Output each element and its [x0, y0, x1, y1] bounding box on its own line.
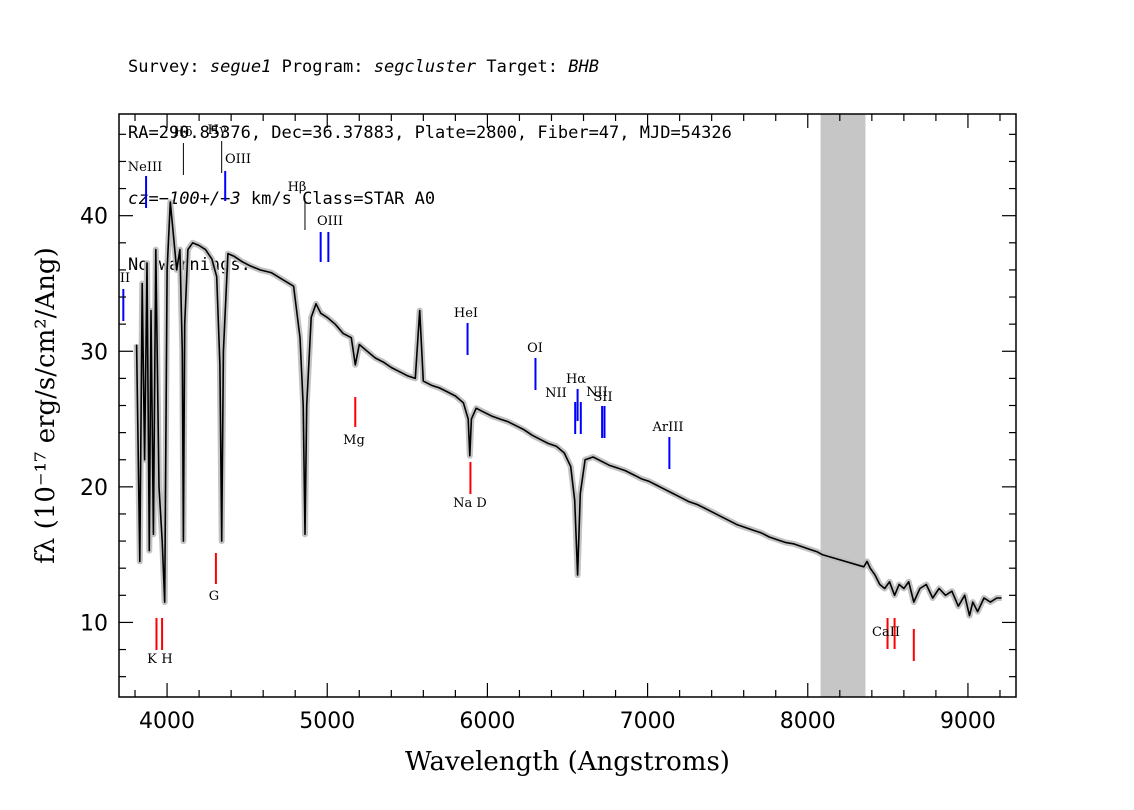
x-axis-label: Wavelength (Angstroms): [405, 747, 730, 777]
cz-label: cz=: [128, 189, 159, 209]
line-marker-label: HeI: [454, 306, 478, 321]
x-tick-label: 6000: [459, 709, 515, 734]
cz-unit: km/s: [250, 189, 292, 209]
line-marker-label: G: [209, 589, 219, 604]
flux-error-band: [133, 199, 1002, 619]
line-marker-label: OI: [527, 341, 543, 356]
line-marker-label: NeIII: [128, 160, 162, 175]
line-marker-label: II: [120, 271, 130, 286]
program-value: segcluster: [373, 57, 477, 77]
y-tick-label: 40: [80, 205, 108, 230]
line-marker-label: OIII: [317, 214, 343, 229]
spectrum-header: Survey: segue1 Program: segcluster Targe…: [128, 12, 732, 298]
survey-value: segue1: [209, 57, 272, 77]
line-marker-label: SII: [593, 390, 612, 405]
cz-value: −100+/−3: [158, 189, 241, 209]
x-tick-label: 9000: [940, 709, 996, 734]
line-marker-label: H: [161, 652, 172, 667]
survey-label: Survey:: [128, 57, 200, 77]
plot-frame: [118, 113, 1017, 698]
target-value: BHB: [568, 57, 599, 77]
line-marker-label: Hα: [566, 372, 586, 387]
x-tick-label: 8000: [780, 709, 836, 734]
line-marker-label: NII: [545, 386, 567, 401]
line-marker-label: CaII: [872, 625, 900, 640]
x-tick-label: 7000: [620, 709, 676, 734]
line-marker-label: Na D: [453, 496, 487, 511]
line-marker-label: Hδ: [173, 125, 192, 140]
y-tick-label: 10: [80, 611, 108, 636]
target-label: Target:: [486, 57, 558, 77]
header-line-coordinates: RA=290.85376, Dec=36.37883, Plate=2800, …: [128, 123, 732, 143]
line-marker-label: Hβ: [288, 180, 307, 195]
masked-region: [820, 114, 866, 697]
program-label: Program:: [281, 57, 364, 77]
y-tick-label: 30: [80, 340, 108, 365]
header-line-survey: Survey: segue1 Program: segcluster Targe…: [128, 56, 732, 78]
line-marker-label: K: [147, 652, 157, 667]
line-marker-label: OIII: [225, 152, 251, 167]
y-tick-label: 20: [80, 476, 108, 501]
line-marker-label: NII: [586, 385, 608, 400]
flux-line: [135, 201, 1002, 617]
y-axis-label: fλ (10⁻¹⁷ erg/s/cm²/Ang): [31, 247, 61, 563]
header-line-redshift: cz=−100+/−3 km/s Class=STAR A0: [128, 188, 732, 210]
line-marker-label: Hγ: [207, 123, 226, 138]
line-marker-label: Mg: [343, 433, 365, 448]
x-tick-label: 5000: [299, 709, 355, 734]
class-text: Class=STAR A0: [302, 189, 436, 209]
line-marker-label: ArIII: [651, 420, 683, 435]
x-tick-label: 4000: [139, 709, 195, 734]
